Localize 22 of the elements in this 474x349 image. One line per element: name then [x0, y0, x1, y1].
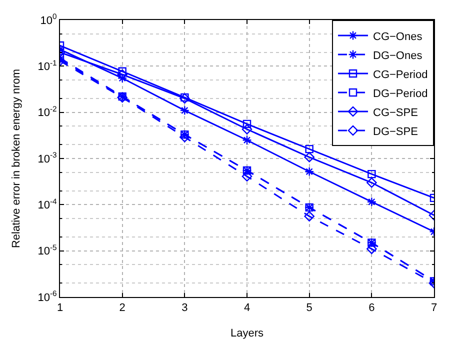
legend-label: DG−SPE — [373, 126, 418, 138]
x-tick-label: 6 — [368, 302, 375, 314]
y-tick-label: 10$^{-2}$ — [38, 104, 57, 120]
legend-label: DG−Period — [373, 88, 428, 100]
legend-label: CG−SPE — [373, 106, 418, 119]
legend-label: CG−Ones — [373, 30, 423, 43]
y-tick-label: 10$^{-5}$ — [38, 243, 57, 258]
y-tick-label: 10$^{-4}$ — [38, 196, 58, 212]
legend-label: DG−Ones — [373, 50, 423, 62]
y-axis-title: Relative error in broken energy nrom — [10, 68, 22, 248]
y-tick-label: 10$^{0}$ — [40, 12, 57, 27]
y-tick-label: 10$^{-6}$ — [38, 289, 57, 304]
y-tick-label: 10$^{-1}$ — [38, 58, 57, 74]
x-tick-label: 1 — [56, 302, 64, 314]
x-tick-label: 5 — [306, 302, 312, 314]
x-tick-label: 7 — [430, 302, 438, 314]
x-axis-title: Layers — [230, 327, 264, 340]
y-tick-label: 10$^{-3}$ — [38, 150, 57, 166]
x-tick-label: 3 — [182, 302, 188, 314]
legend-label: CG−Period — [373, 68, 428, 81]
x-tick-label: 4 — [244, 302, 250, 314]
x-tick-label: 2 — [119, 302, 126, 314]
